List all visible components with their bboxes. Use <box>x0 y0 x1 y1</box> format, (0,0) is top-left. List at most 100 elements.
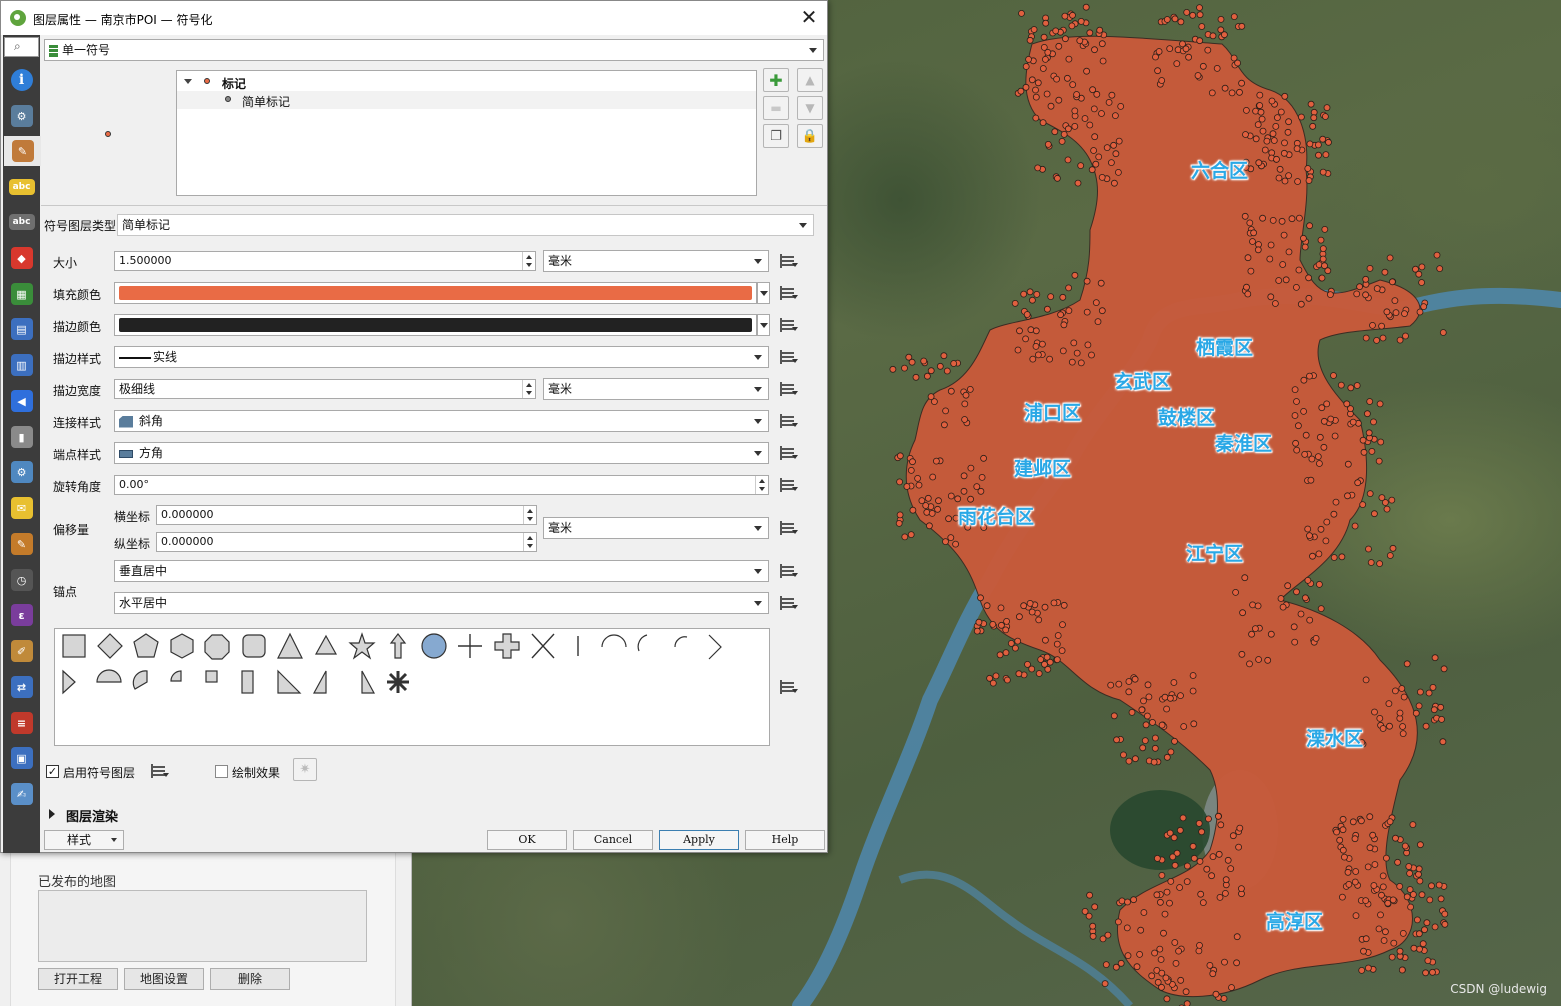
marker-shape-list[interactable] <box>54 628 770 746</box>
shape-data-defined-button[interactable] <box>778 677 800 697</box>
symbol-layer-tree[interactable]: 标记 简单标记 <box>176 70 757 196</box>
shape-cross-fill[interactable] <box>494 633 520 659</box>
shape-semi-arc[interactable] <box>601 634 627 648</box>
symbol-layer-type-select[interactable]: 简单标记 <box>117 214 814 236</box>
map-settings-button[interactable]: 地图设置 <box>124 968 204 990</box>
cap-style-data-defined-button[interactable] <box>778 443 800 463</box>
offset-y-input[interactable]: 0.000000 <box>156 532 537 552</box>
shape-pentagon[interactable] <box>133 633 159 658</box>
shape-diamond[interactable] <box>97 633 123 659</box>
sidebar-item-16[interactable]: ε <box>6 600 37 630</box>
sidebar-item-10[interactable]: ◀ <box>6 386 37 416</box>
sidebar-item-4[interactable]: abc <box>6 172 37 202</box>
move-down-button[interactable]: ▼ <box>797 96 823 120</box>
shape-right-half-triangle[interactable] <box>312 670 327 694</box>
fill-color-button[interactable] <box>114 282 757 304</box>
size-unit-select[interactable]: 毫米 <box>543 250 769 272</box>
duplicate-layer-button[interactable]: ❐ <box>763 124 789 148</box>
move-up-button[interactable]: ▲ <box>797 68 823 92</box>
ok-button[interactable]: OK <box>487 830 567 850</box>
shape-x[interactable] <box>531 633 555 659</box>
sidebar-item-8[interactable]: ▤ <box>6 314 37 344</box>
cap-style-select[interactable]: 方角 <box>114 442 769 464</box>
lock-color-button[interactable]: 🔒 <box>797 124 823 148</box>
rotation-input[interactable]: 0.00° <box>114 475 769 495</box>
delete-button[interactable]: 删除 <box>210 968 290 990</box>
offset-y-spinner[interactable] <box>523 533 536 551</box>
style-menu-button[interactable]: 样式 <box>44 830 124 850</box>
sidebar-item-6[interactable]: ◆ <box>6 243 37 273</box>
sidebar-item-7[interactable]: ▦ <box>6 279 37 309</box>
sidebar-item-18[interactable]: ⇄ <box>6 672 37 702</box>
enable-layer-data-defined-button[interactable] <box>149 761 171 781</box>
sidebar-item-14[interactable]: ✎ <box>6 529 37 559</box>
anchor-vertical-data-defined-button[interactable] <box>778 561 800 581</box>
size-data-defined-button[interactable] <box>778 251 800 271</box>
shape-half-square[interactable] <box>241 670 254 694</box>
sidebar-item-3[interactable]: ✎ <box>4 136 41 166</box>
sidebar-item-15[interactable]: ◷ <box>6 565 37 595</box>
shape-third-circle[interactable] <box>132 670 148 690</box>
shape-cross[interactable] <box>458 634 482 658</box>
shape-arrowhead[interactable] <box>708 634 722 660</box>
size-spinner[interactable] <box>522 252 535 270</box>
shape-square[interactable] <box>62 634 86 658</box>
stroke-width-spinner[interactable] <box>522 380 535 398</box>
shape-equilateral-triangle[interactable] <box>314 634 338 655</box>
stroke-width-data-defined-button[interactable] <box>778 379 800 399</box>
shape-third-arc[interactable] <box>637 634 648 652</box>
rotation-data-defined-button[interactable] <box>778 475 800 495</box>
anchor-horizontal-data-defined-button[interactable] <box>778 593 800 613</box>
rotation-spinner[interactable] <box>755 476 768 494</box>
fill-color-data-defined-button[interactable] <box>778 283 800 303</box>
shape-diagonal-half-square[interactable] <box>277 669 302 694</box>
shape-octagon[interactable] <box>204 634 230 660</box>
offset-data-defined-button[interactable] <box>778 518 800 538</box>
stroke-color-dropdown[interactable] <box>757 314 770 336</box>
anchor-vertical-select[interactable]: 垂直居中 <box>114 560 769 582</box>
sidebar-search-input[interactable]: ⌕ <box>4 37 39 57</box>
remove-symbol-layer-button[interactable]: ▬ <box>763 96 789 120</box>
size-input[interactable]: 1.500000 <box>114 251 536 271</box>
shape-half-circle[interactable] <box>96 669 122 683</box>
offset-x-input[interactable]: 0.000000 <box>156 505 537 525</box>
sidebar-item-19[interactable]: ≡ <box>6 708 37 738</box>
tree-row-marker[interactable]: 标记 <box>177 73 756 91</box>
anchor-horizontal-select[interactable]: 水平居中 <box>114 592 769 614</box>
stroke-color-data-defined-button[interactable] <box>778 315 800 335</box>
shape-asterisk[interactable] <box>387 671 409 693</box>
shape-triangle[interactable] <box>277 632 303 659</box>
title-bar[interactable]: 图层属性 — 南京市POI — 符号化 ✕ <box>1 1 827 35</box>
offset-unit-select[interactable]: 毫米 <box>543 517 769 539</box>
shape-quarter-circle[interactable] <box>170 670 182 682</box>
sidebar-item-20[interactable]: ▣ <box>6 743 37 773</box>
stroke-style-data-defined-button[interactable] <box>778 347 800 367</box>
join-style-select[interactable]: 斜角 <box>114 410 769 432</box>
shape-quarter-square[interactable] <box>205 670 218 683</box>
sidebar-item-21[interactable]: ✍ <box>6 779 37 809</box>
add-symbol-layer-button[interactable]: ✚ <box>763 68 789 92</box>
stroke-style-select[interactable]: 实线 <box>114 346 769 368</box>
sidebar-item-11[interactable]: ▮ <box>6 422 37 452</box>
stroke-color-button[interactable] <box>114 314 757 336</box>
shape-filled-arrowhead[interactable] <box>62 669 76 695</box>
shape-left-half-triangle[interactable] <box>361 670 376 694</box>
sidebar-item-13[interactable]: ✉ <box>6 493 37 523</box>
renderer-type-select[interactable]: 单一符号 <box>44 39 824 61</box>
shape-hexagon[interactable] <box>170 633 194 659</box>
layer-rendering-label[interactable]: 图层渲染 <box>66 810 119 825</box>
fill-color-dropdown[interactable] <box>757 282 770 304</box>
shape-arrow[interactable] <box>389 633 407 659</box>
sidebar-item-12[interactable]: ⚙ <box>6 457 37 487</box>
shape-star[interactable] <box>348 632 376 660</box>
stroke-width-unit-select[interactable]: 毫米 <box>543 378 769 400</box>
sidebar-item-2[interactable]: ⚙ <box>6 101 37 131</box>
shape-rounded-square[interactable] <box>242 634 266 658</box>
sidebar-item-9[interactable]: ▥ <box>6 350 37 380</box>
offset-x-spinner[interactable] <box>523 506 536 524</box>
sidebar-item-17[interactable]: ✐ <box>6 636 37 666</box>
shape-quarter-arc[interactable] <box>674 636 688 648</box>
enable-layer-checkbox[interactable]: ✓ <box>46 765 59 778</box>
apply-button[interactable]: Apply <box>659 830 739 850</box>
help-button[interactable]: Help <box>745 830 825 850</box>
